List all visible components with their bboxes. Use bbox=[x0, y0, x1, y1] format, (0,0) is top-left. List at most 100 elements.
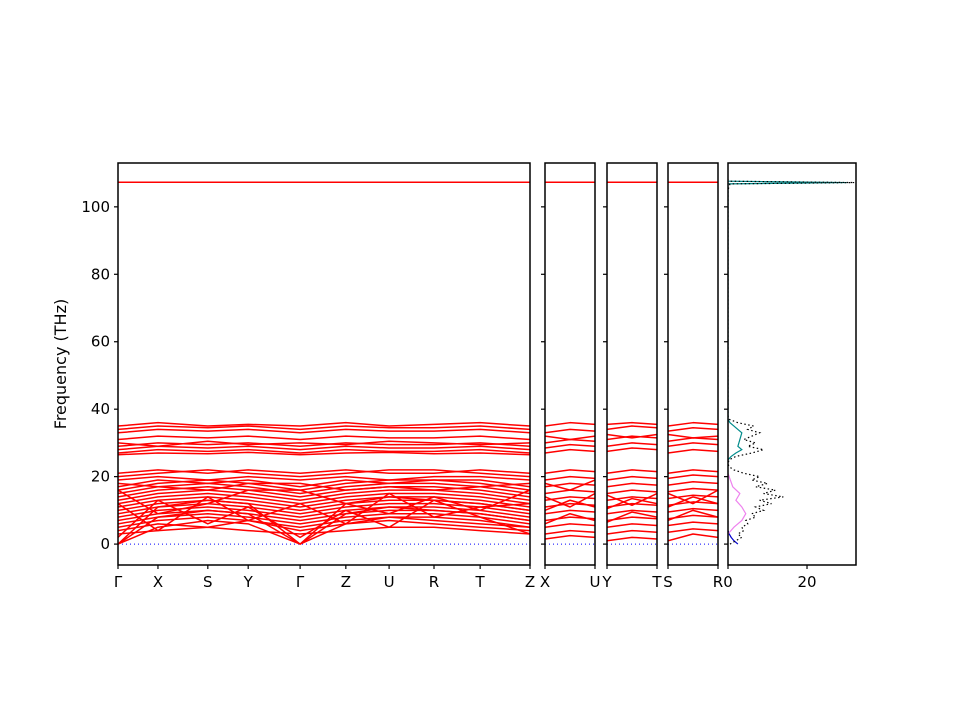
y-tick-label: 0 bbox=[100, 535, 110, 553]
phonon-band-line bbox=[607, 482, 657, 488]
phonon-band-line bbox=[668, 480, 718, 486]
phonon-band-line bbox=[668, 528, 718, 534]
x-tick-label: Y bbox=[601, 573, 612, 591]
x-tick-label: Z bbox=[525, 573, 535, 591]
x-tick-label: X bbox=[540, 573, 550, 591]
phonon-band-line bbox=[118, 448, 530, 454]
phonon-band-line bbox=[668, 521, 718, 527]
y-tick-label: 40 bbox=[91, 400, 110, 418]
x-tick-label: Γ bbox=[114, 573, 123, 591]
phonon-band-line bbox=[668, 489, 718, 505]
axes-frame bbox=[667, 162, 719, 566]
phonon-band-line bbox=[118, 425, 530, 431]
phonon-band-line bbox=[118, 519, 530, 532]
phonon-band-line bbox=[118, 482, 530, 495]
x-tick-label: U bbox=[590, 573, 601, 591]
phonon-band-line bbox=[607, 435, 657, 441]
phonon-band-line bbox=[545, 421, 595, 427]
phonon-band-line bbox=[118, 526, 530, 535]
phonon-band-line bbox=[607, 509, 657, 515]
axes-frame bbox=[606, 162, 658, 566]
phonon-band-line bbox=[118, 492, 530, 532]
phonon-band-line bbox=[668, 469, 718, 475]
phonon-band-line bbox=[545, 492, 595, 508]
phonon-band-line bbox=[607, 536, 657, 542]
dos-curve-partial-pink bbox=[728, 473, 747, 535]
x-tick-label: T bbox=[475, 573, 486, 591]
phonon-band-line bbox=[545, 448, 595, 454]
phonon-band-line bbox=[118, 499, 530, 512]
phonon-band-line bbox=[668, 442, 718, 448]
x-tick-label: U bbox=[384, 573, 395, 591]
phonon-band-line bbox=[668, 496, 718, 508]
phonon-band-line bbox=[545, 499, 595, 512]
phonon-band-line bbox=[607, 425, 657, 431]
phonon-band-line bbox=[545, 428, 595, 434]
y-axis-label: Frequency (THz) bbox=[51, 299, 70, 429]
axes-frame bbox=[544, 162, 596, 566]
dos-curve-partial-teal bbox=[728, 180, 847, 461]
phonon-band-line bbox=[545, 529, 595, 535]
phonon-band-line bbox=[668, 487, 718, 493]
x-tick-label: S bbox=[663, 573, 673, 591]
dos-curve-total bbox=[728, 179, 855, 545]
phonon-band-line bbox=[607, 447, 657, 453]
phonon-band-line bbox=[545, 435, 595, 441]
phonon-band-line bbox=[607, 421, 657, 426]
phonon-band-line bbox=[118, 475, 530, 481]
phonon-band-line bbox=[545, 523, 595, 528]
phonon-band-line bbox=[607, 489, 657, 495]
phonon-band-line bbox=[545, 534, 595, 540]
phonon-band-line bbox=[118, 469, 530, 475]
phonon-band-line bbox=[668, 509, 718, 522]
x-tick-label: R bbox=[713, 573, 723, 591]
phonon-band-line bbox=[118, 489, 530, 515]
phonon-band-line bbox=[118, 496, 530, 508]
x-tick-label: T bbox=[651, 573, 662, 591]
phonon-band-line bbox=[118, 512, 530, 525]
phonon-band-line bbox=[545, 475, 595, 481]
y-tick-label: 60 bbox=[91, 333, 110, 351]
phonon-band-line bbox=[118, 451, 530, 456]
phonon-band-line bbox=[118, 435, 530, 441]
phonon-band-line bbox=[118, 421, 530, 427]
phonon-band-line bbox=[545, 512, 595, 525]
x-tick-label: X bbox=[153, 573, 163, 591]
phonon-band-line bbox=[668, 421, 718, 427]
phonon-band-line bbox=[118, 502, 530, 515]
phonon-band-line bbox=[668, 426, 718, 432]
phonon-band-line bbox=[118, 492, 530, 505]
phonon-band-line bbox=[607, 497, 657, 510]
phonon-band-line bbox=[668, 507, 718, 513]
phonon-band-line bbox=[545, 479, 595, 491]
phonon-band-line bbox=[607, 523, 657, 528]
x-tick-label: R bbox=[429, 573, 439, 591]
phonon-band-line bbox=[607, 529, 657, 535]
phonon-band-line bbox=[607, 511, 657, 523]
phonon-band-line bbox=[607, 442, 657, 448]
phonon-band-line bbox=[118, 428, 530, 434]
phonon-band-line bbox=[118, 482, 530, 491]
phonon-band-line bbox=[545, 509, 595, 515]
dos-x-tick-label: 0 bbox=[723, 573, 733, 591]
y-tick-label: 80 bbox=[91, 265, 110, 283]
phonon-band-line bbox=[607, 433, 657, 439]
y-tick-label: 20 bbox=[91, 468, 110, 486]
phonon-band-line bbox=[118, 516, 530, 545]
axes-frame bbox=[117, 162, 531, 566]
phonon-band-line bbox=[118, 440, 530, 448]
phonon-band-line bbox=[545, 469, 595, 475]
x-tick-label: Z bbox=[341, 573, 351, 591]
phonon-band-line bbox=[668, 474, 718, 480]
phonon-band-line bbox=[668, 433, 718, 439]
phonon-band-line bbox=[545, 443, 595, 449]
axes-frame bbox=[727, 162, 857, 566]
dos-x-tick-label: 20 bbox=[797, 573, 816, 591]
phonon-band-line bbox=[118, 445, 530, 451]
phonon-band-line bbox=[118, 479, 530, 488]
x-tick-label: Y bbox=[243, 573, 254, 591]
phonon-band-line bbox=[118, 499, 530, 539]
phonon-band-line bbox=[607, 492, 657, 507]
